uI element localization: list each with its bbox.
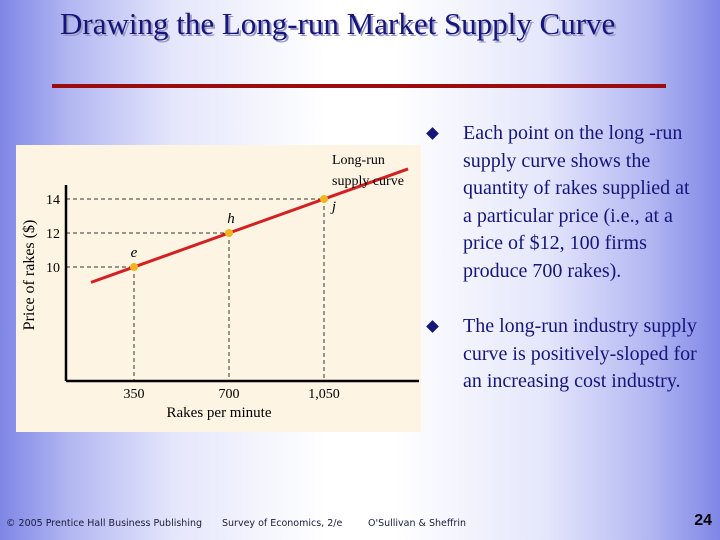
- chart-svg: 350 10 700 12 1,050 14 e h j Long-run supply cu…: [21, 153, 419, 421]
- y-tick-label: 12: [46, 227, 60, 242]
- data-point: [225, 229, 233, 237]
- x-axis-label: Rakes per minute: [167, 405, 272, 421]
- bullet-item: Each point on the long -run supply curve…: [426, 120, 702, 285]
- y-axis-label: Price of rakes ($): [21, 220, 38, 331]
- x-tick-label: 700: [219, 387, 240, 402]
- footer-copyright: © 2005 Prentice Hall Business Publishing: [6, 518, 203, 529]
- data-point: [320, 195, 328, 203]
- point-label: h: [227, 211, 235, 227]
- slide-title: Drawing the Long-run Market Supply Curve: [60, 6, 616, 41]
- supply-curve-line: [90, 167, 409, 284]
- point-label: j: [330, 199, 336, 215]
- bullet-item: The long-run industry supply curve is po…: [426, 313, 702, 396]
- page-number: 24: [694, 512, 712, 529]
- x-tick-label: 1,050: [308, 387, 340, 402]
- data-point: [130, 263, 138, 271]
- diamond-bullet-icon: [426, 320, 439, 333]
- bullet-text: The long-run industry supply curve is po…: [463, 315, 697, 392]
- y-tick-label: 14: [46, 193, 60, 208]
- footer-authors: O'Sullivan & Sheffrin: [368, 518, 466, 529]
- diamond-bullet-icon: [426, 127, 439, 140]
- x-tick-label: 350: [124, 387, 145, 402]
- guide-lines: [66, 198, 325, 381]
- supply-chart: 350 10 700 12 1,050 14 e h j Long-run supply cu…: [16, 145, 421, 432]
- curve-label-line2: supply curve: [332, 174, 404, 189]
- bullet-list: Each point on the long -run supply curve…: [426, 120, 702, 424]
- curve-label-line1: Long-run: [332, 153, 385, 168]
- title-underline: [52, 84, 666, 88]
- point-label: e: [131, 245, 138, 261]
- y-tick-label: 10: [46, 261, 60, 276]
- bullet-text: Each point on the long -run supply curve…: [463, 122, 690, 282]
- footer-book: Survey of Economics, 2/e: [222, 518, 343, 529]
